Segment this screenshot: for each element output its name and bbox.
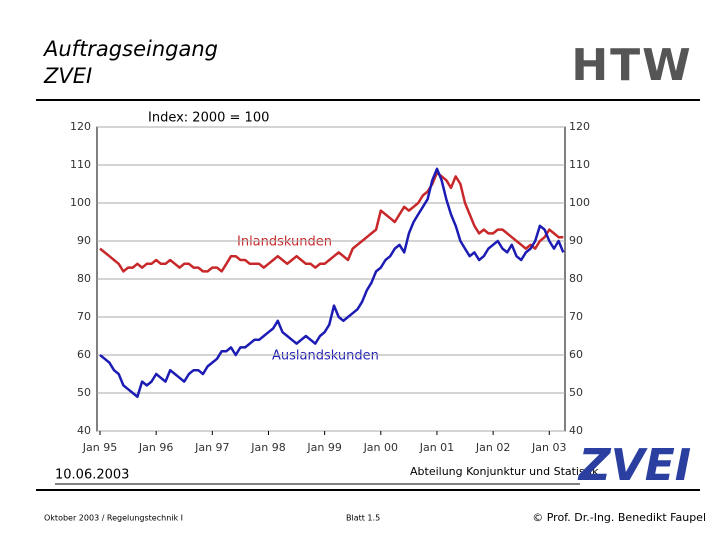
y2-tick-label: 90 — [569, 234, 583, 247]
x-tick-label: Jan 02 — [475, 441, 510, 454]
chart-subtitle: Index: 2000 = 100 — [148, 111, 269, 126]
y2-tick-label: 80 — [569, 272, 583, 285]
x-tick-label: Jan 98 — [250, 441, 285, 454]
series-label: Inlandskunden — [237, 235, 332, 250]
y-tick-label: 60 — [77, 348, 91, 361]
y-tick-label: 100 — [70, 196, 91, 209]
slide-title: Auftragseingang — [42, 37, 218, 61]
footer-course: Oktober 2003 / Regelungstechnik I — [44, 514, 183, 523]
series-label: Auslandskunden — [272, 349, 379, 364]
y-tick-label: 120 — [70, 120, 91, 133]
y-tick-label: 70 — [77, 310, 91, 323]
x-tick-label: Jan 99 — [306, 441, 341, 454]
series-line — [99, 167, 565, 399]
x-tick-label: Jan 01 — [419, 441, 454, 454]
y-tick-label: 110 — [70, 158, 91, 171]
y-tick-label: 50 — [77, 386, 91, 399]
footer-author: © Prof. Dr.-Ing. Benedikt Faupel — [532, 511, 706, 524]
y2-tick-label: 40 — [569, 424, 583, 437]
date: 10.06.2003 — [55, 468, 129, 483]
slide-title: ZVEI — [43, 64, 92, 88]
y2-tick-label: 70 — [569, 310, 583, 323]
x-tick-label: Jan 00 — [363, 441, 398, 454]
x-tick-label: Jan 97 — [194, 441, 229, 454]
series-line — [99, 171, 564, 273]
y2-tick-label: 110 — [569, 158, 590, 171]
y-tick-label: 40 — [77, 424, 91, 437]
footer-page: Blatt 1.5 — [346, 514, 380, 523]
x-tick-label: Jan 95 — [82, 441, 117, 454]
department: Abteilung Konjunktur und Statistik — [410, 465, 599, 478]
zvei-logo: ZVEI — [577, 440, 691, 491]
htw-logo: HTW — [571, 40, 692, 91]
y2-tick-label: 100 — [569, 196, 590, 209]
y2-tick-label: 120 — [569, 120, 590, 133]
y2-tick-label: 50 — [569, 386, 583, 399]
y-tick-label: 80 — [77, 272, 91, 285]
x-tick-label: Jan 03 — [531, 441, 566, 454]
y2-tick-label: 60 — [569, 348, 583, 361]
x-tick-label: Jan 96 — [138, 441, 173, 454]
y-tick-label: 90 — [77, 234, 91, 247]
